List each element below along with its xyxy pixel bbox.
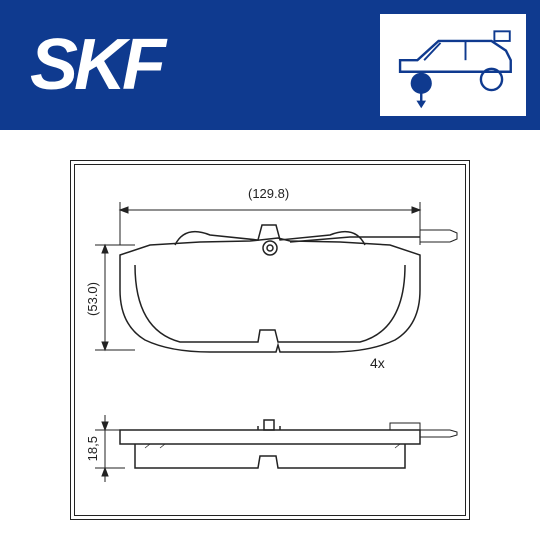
brand-logo: SKF bbox=[0, 24, 162, 106]
width-dimension-label: (129.8) bbox=[248, 186, 289, 201]
position-indicator-box bbox=[378, 12, 528, 118]
thickness-dimension-label: 18,5 bbox=[85, 436, 100, 461]
car-position-icon bbox=[380, 14, 526, 116]
quantity-label: 4x bbox=[370, 355, 385, 371]
height-dimension-label: (53.0) bbox=[85, 282, 100, 316]
header-bar: SKF bbox=[0, 0, 540, 130]
technical-drawing-area: (129.8) (53.0) 18,5 4x bbox=[0, 130, 540, 540]
